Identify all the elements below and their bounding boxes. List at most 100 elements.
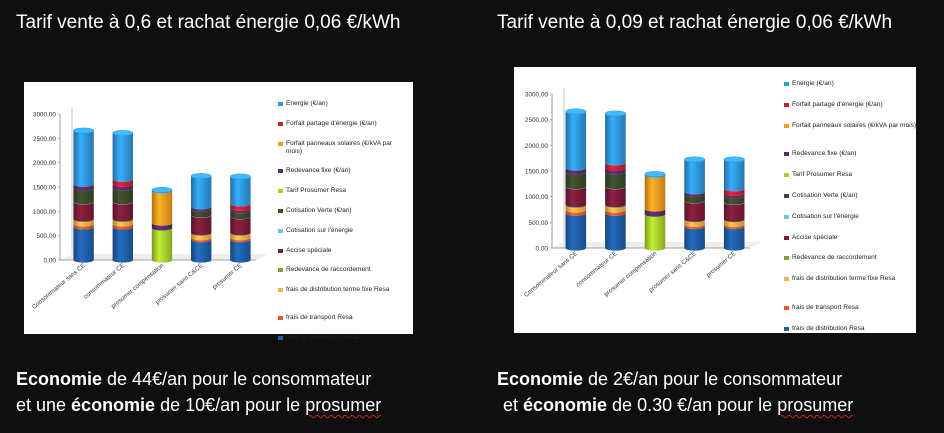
bar-segment (565, 111, 587, 171)
y-tick-label: 2000,00 (33, 160, 57, 167)
bar-segment (723, 188, 745, 197)
legend-label: Accise spéciale (286, 246, 332, 254)
legend-label: Redevance fixe (€/an) (286, 167, 351, 175)
bar-cap (73, 127, 94, 134)
bar-segment (230, 237, 251, 243)
bar-segment (112, 218, 133, 223)
bar-segment (191, 239, 212, 263)
legend-label: Accise spéciale (792, 233, 838, 241)
bar-segment (684, 226, 705, 251)
bar-segment (191, 176, 212, 210)
legend-label: Tarif Prosumer Resa (792, 171, 853, 179)
bar-segment (644, 214, 666, 251)
bar-segment (723, 224, 745, 230)
y-tick-label: 1500,00 (33, 185, 57, 192)
bar-cap (190, 173, 212, 179)
legend-swatch (784, 277, 789, 282)
economy-text: de 0.30 €/an pour le (607, 395, 778, 415)
bar-cap (723, 156, 745, 163)
legend-label: frais de transport Resa (286, 314, 353, 321)
economy-line2: et économie de 0.30 €/an pour le prosume… (497, 392, 853, 418)
bar-segment (73, 223, 94, 230)
economy-text-right: Economie de 2€/an pour le consommateur e… (497, 366, 853, 418)
bar-stack (723, 156, 745, 251)
bar-segment (565, 186, 587, 208)
bar-segment (723, 193, 745, 199)
economy-keyword: économie (523, 395, 608, 415)
bar-cap (565, 108, 587, 115)
bar-stack (230, 173, 251, 263)
legend-label: frais de distribution Resa (286, 333, 359, 341)
bar-segment (684, 200, 705, 222)
y-tick-label: 500,00 (528, 220, 548, 227)
bar-segment (112, 219, 133, 227)
bar-segment (565, 172, 587, 190)
x-category-label: Consommateur sans CE (31, 262, 87, 311)
x-category-label: Consommateur sans CE (523, 250, 579, 299)
bar-stack (190, 173, 212, 263)
legend-swatch (278, 248, 283, 253)
bar-stack (644, 171, 666, 251)
legend-label: frais de distribution Resa (792, 324, 865, 332)
bar-segment (684, 191, 705, 198)
legend-label: Redevance fixe (€/an) (792, 150, 857, 158)
bar-segment (684, 159, 705, 195)
bar-cap (151, 187, 173, 193)
bar-segment (73, 218, 94, 223)
chart-left: 0,00 500,00 1000,00 1500,00 2000,00 2500,00 30… (31, 108, 268, 311)
bar-segment (112, 226, 133, 263)
legend-swatch (784, 194, 789, 198)
legend-label: Energie (€/an) (286, 100, 328, 107)
bar-segment (684, 224, 705, 230)
bar-segment (723, 226, 745, 251)
legend-label: Redevance de raccordement (286, 266, 371, 274)
economy-text-left: Economie de 44€/an pour le consommateur … (16, 366, 381, 418)
economy-keyword: Economie (16, 369, 103, 389)
bar-cap (112, 130, 134, 136)
bar-segment (151, 190, 173, 226)
bar-segment (112, 201, 133, 222)
legend-label: Tarif Prosumer Resa (286, 187, 347, 195)
bar-segment (230, 210, 251, 220)
legend-label: Cotisation Verte (€/an) (792, 192, 858, 199)
legend-swatch (784, 235, 789, 240)
y-tick-label: 0,00 (536, 246, 549, 253)
legend-swatch (784, 326, 789, 331)
bar-segment (151, 223, 173, 231)
bar-segment (684, 219, 705, 228)
legend-label: Cotisation sur l'énergie (792, 212, 859, 220)
legend-swatch (278, 316, 283, 320)
chart-panel-left: 0,00 500,00 1000,00 1500,00 2000,00 2500,00 30… (24, 82, 413, 341)
bar-segment (112, 179, 133, 187)
bar-segment (230, 176, 251, 207)
bar-segment (191, 206, 212, 212)
bar-segment (112, 132, 133, 182)
legend-swatch (784, 214, 789, 219)
y-tick-label: 2500,00 (525, 117, 549, 124)
bar-stack (73, 127, 94, 263)
bar-segment (565, 205, 587, 213)
bar-segment (605, 172, 626, 190)
y-tick-label: 2000,00 (525, 143, 549, 150)
legend-swatch (278, 141, 283, 146)
y-tick-label: 500,00 (36, 233, 56, 240)
economy-line1: Economie de 2€/an pour le consommateur (497, 366, 853, 392)
legend-label: Energie (€/an) (792, 80, 834, 87)
bar-segment (73, 226, 94, 263)
bar-segment (191, 233, 212, 241)
bar-segment (644, 174, 666, 178)
economy-text: de 44€/an pour le consommateur (102, 369, 372, 389)
y-tick-label: 1500,00 (525, 169, 549, 176)
bar-stack (565, 108, 587, 251)
chart-panel-right: 0,00 500,00 1000,00 1500,00 2000,00 2500,00 30… (514, 67, 916, 333)
y-tick-label: 1000,00 (33, 209, 57, 216)
bar-segment (230, 232, 251, 236)
economy-keyword: Economie (497, 369, 584, 389)
bar-segment (112, 187, 133, 205)
legend-swatch (278, 288, 283, 293)
y-tick-label: 1000,00 (525, 194, 549, 201)
y-tick-label: 3000,00 (33, 112, 57, 119)
bar-segment (151, 227, 173, 263)
x-category-label: prosumer CE (705, 250, 737, 279)
bar-segment (191, 209, 212, 218)
